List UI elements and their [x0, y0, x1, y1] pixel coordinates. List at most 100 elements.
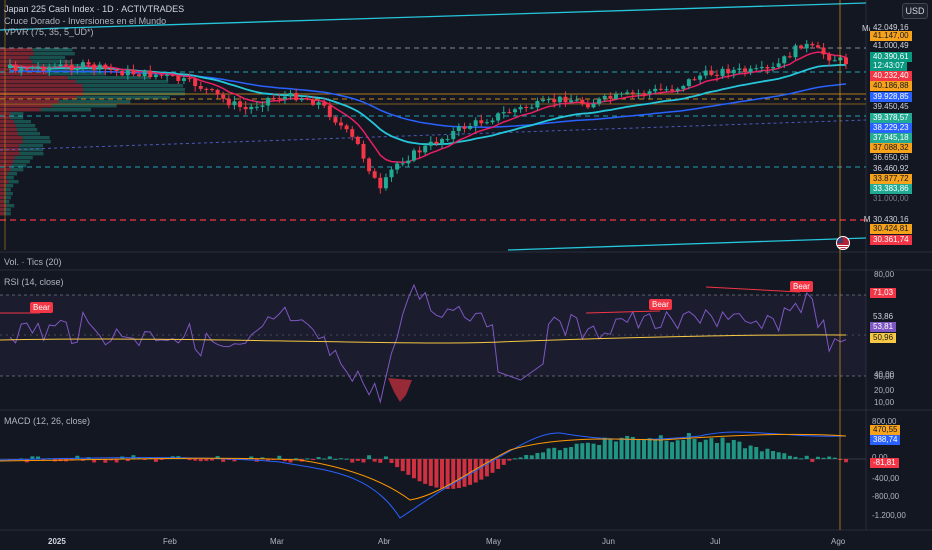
vpvr-bar — [6, 204, 15, 208]
symbol-title[interactable]: Japan 225 Cash Index · 1D · ACTIVTRADES — [4, 4, 185, 14]
candle-body — [165, 75, 170, 77]
candle-body — [563, 96, 568, 103]
vpvr-bar — [16, 128, 38, 132]
vpvr-bar — [0, 148, 20, 152]
time-axis-label: Jun — [602, 537, 615, 546]
candle-body — [602, 95, 607, 99]
macd-histogram-bar — [512, 458, 517, 460]
macd-histogram-bar — [709, 438, 714, 459]
vpvr-bar — [19, 144, 44, 148]
macd-histogram-bar — [787, 455, 792, 459]
vpvr-bar — [17, 132, 40, 136]
vpvr-bar — [0, 144, 20, 148]
trend-channel[interactable] — [0, 2, 867, 251]
candle-body — [776, 63, 781, 68]
vpvr-bar — [0, 200, 5, 204]
candle-body — [47, 66, 52, 71]
candle-body — [782, 56, 787, 64]
macd-histogram-bar — [552, 447, 557, 459]
candle-body — [709, 70, 714, 75]
candle-body — [737, 68, 742, 70]
rsi-ma-line — [0, 334, 847, 344]
macd-histogram-bar — [675, 440, 680, 459]
vpvr-bar — [0, 88, 84, 92]
macd-histogram-bar — [765, 448, 770, 459]
macd-histogram-bar — [333, 458, 338, 460]
macd-histogram-bar — [92, 459, 97, 463]
rsi-legend[interactable]: RSI (14, close) — [4, 277, 64, 287]
candle-body — [451, 131, 456, 140]
candle-body — [743, 68, 748, 73]
macd-histogram-bar — [642, 439, 647, 459]
candle-body — [574, 99, 579, 101]
macd-histogram-bar — [524, 454, 529, 459]
macd-line — [0, 431, 847, 519]
macd-histogram-bar — [282, 459, 287, 462]
vpvr-bar — [67, 76, 151, 80]
candle-body — [389, 169, 394, 178]
vpvr-bar — [8, 180, 19, 184]
macd-histogram-bar — [782, 453, 787, 459]
macd-histogram-bar — [221, 459, 226, 462]
currency-button[interactable]: USD — [902, 3, 928, 19]
candle-body — [787, 56, 792, 58]
trend-line-dotted — [0, 119, 867, 151]
candle-body — [406, 160, 411, 164]
volume-legend[interactable]: Vol. · Tics (20) — [4, 257, 62, 267]
vpvr-bar — [40, 108, 92, 112]
candle-body — [215, 89, 220, 95]
candle-body — [395, 163, 400, 170]
price-tag: 41.000,49 — [870, 41, 912, 51]
vpvr-bar — [0, 100, 59, 104]
candle-body — [344, 125, 349, 130]
candlesticks — [8, 40, 848, 194]
candle-body — [75, 68, 80, 71]
flag-icon[interactable] — [836, 236, 850, 250]
vpvr-bar — [14, 156, 33, 160]
vpvr-bar — [29, 56, 66, 60]
time-axis-label: Mar — [270, 537, 284, 546]
macd-histogram-bar — [389, 459, 394, 463]
macd-histogram-bar — [125, 459, 130, 462]
rsi-axis-label: 20,00 — [874, 386, 895, 395]
vpvr-bar — [5, 184, 14, 188]
macd-histogram-bar — [355, 459, 360, 461]
candle-body — [445, 139, 450, 141]
candle-body — [41, 66, 46, 71]
rsi-tag: 53,86 — [870, 312, 897, 322]
price-tag: 39.928,85 — [870, 92, 912, 102]
candle-body — [630, 92, 635, 94]
macd-histogram-bar — [209, 459, 214, 461]
candle-body — [557, 96, 562, 103]
candle-body — [821, 47, 826, 55]
candle-body — [125, 69, 130, 76]
macd-histogram-bar — [310, 459, 315, 460]
candle-body — [518, 106, 523, 110]
candle-body — [799, 45, 804, 49]
indicator-legend-cruce[interactable]: Cruce Dorado - Inversiones en el Mundo — [4, 16, 167, 26]
indicator-legend-vpvr[interactable]: VPVR (75, 35, 5_UD*) — [4, 27, 94, 37]
candle-body — [153, 74, 158, 78]
candle-body — [19, 68, 24, 71]
macd-histogram-bar — [793, 456, 798, 459]
vpvr-bar — [0, 188, 5, 192]
macd-histogram-bar — [580, 443, 585, 459]
candle-body — [142, 70, 147, 77]
macd-legend[interactable]: MACD (12, 26, close) — [4, 416, 91, 426]
candle-body — [496, 113, 501, 121]
vpvr-bar — [0, 76, 68, 80]
candle-body — [204, 88, 209, 90]
bear-label: Bear — [649, 299, 672, 310]
macd-histogram-bar — [608, 439, 613, 459]
macd-histogram-bar — [367, 455, 372, 459]
vpvr-bar — [0, 184, 6, 188]
vpvr-bar — [0, 160, 14, 164]
macd-histogram-bar — [137, 457, 142, 459]
candle-body — [686, 79, 691, 87]
macd-histogram-bar — [743, 448, 748, 459]
candle-body — [159, 74, 164, 76]
macd-histogram-bar — [726, 442, 731, 459]
macd-histogram-bar — [731, 439, 736, 459]
rsi-line — [9, 283, 847, 404]
